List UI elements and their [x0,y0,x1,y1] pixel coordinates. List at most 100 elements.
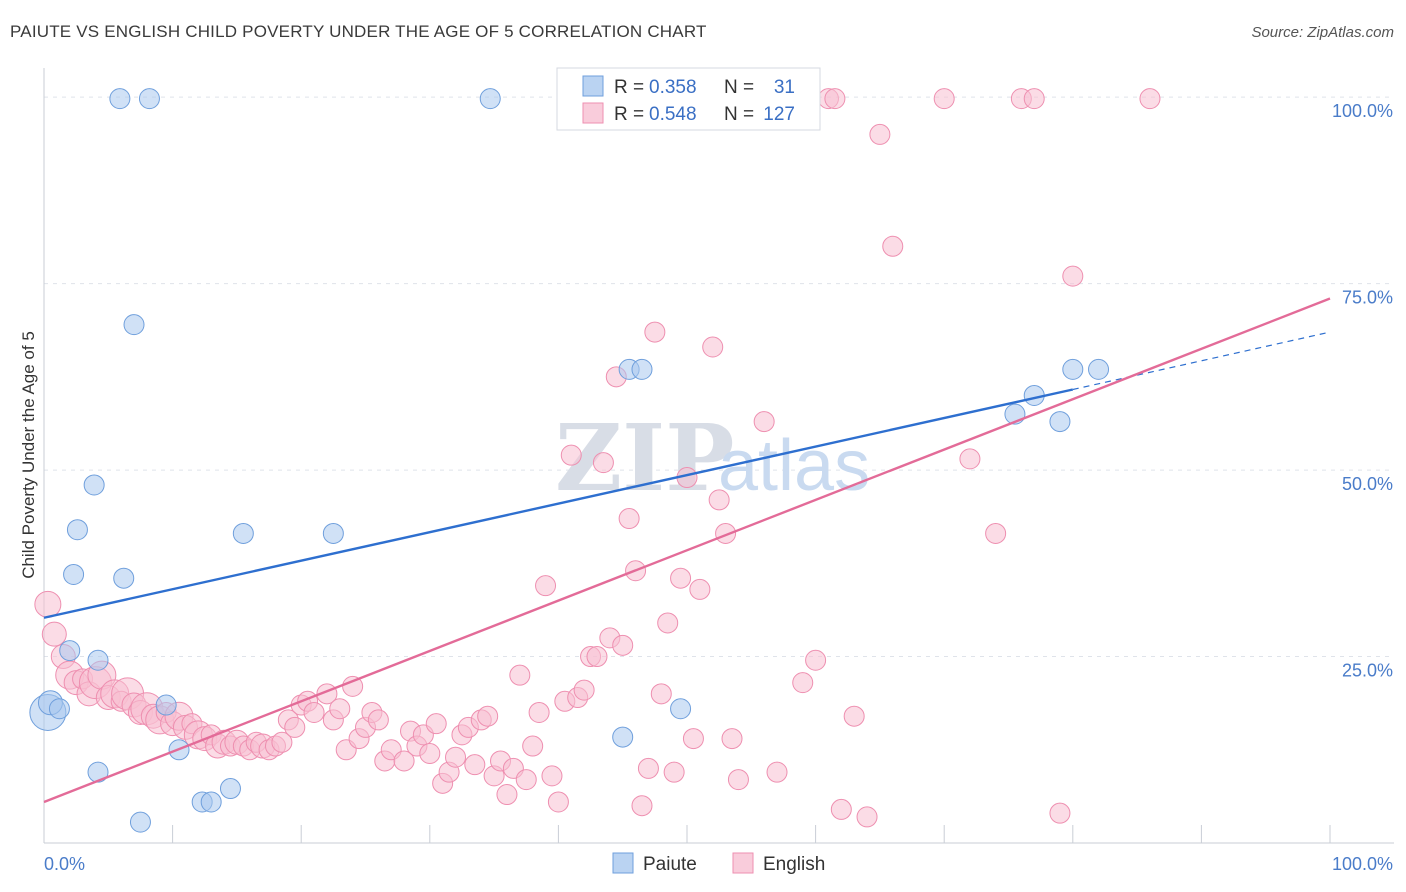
paiute-point [129,811,151,833]
paiute-legend-swatch [582,75,604,97]
paiute-point [87,761,109,783]
english-point [367,709,389,731]
english-point [528,701,550,723]
x-tick-labels: 0.0% 100.0% [44,854,1393,874]
english-point [715,522,737,544]
paiute-point [59,640,81,662]
english-point [985,522,1007,544]
english-point [637,757,659,779]
english-point [1023,88,1045,110]
english-point [753,411,775,433]
english-point [843,705,865,727]
english-point [586,646,608,668]
english-trend-line [43,297,1331,804]
english-point [515,769,537,791]
english-point [933,88,955,110]
english-point [670,567,692,589]
english-point [477,705,499,727]
english-point [721,728,743,750]
legend-n-label: N = [724,77,754,98]
paiute-point [1049,411,1071,433]
paiute-point [1088,358,1110,380]
english-point [657,612,679,634]
english-point [805,649,827,671]
paiute-r-value: 0.358 [649,77,697,98]
english-point [618,508,640,530]
english-point [41,621,67,647]
y-tick-label: 75.0% [1342,288,1393,308]
english-point [496,784,518,806]
paiute-point [631,358,653,380]
legend-r-label: R = [614,104,644,125]
paiute-point [670,698,692,720]
english-r-value: 0.548 [649,104,697,125]
english-point [284,716,306,738]
grid-lines [44,96,1394,658]
y-axis-label-group: Child Poverty Under the Age of 5 [19,331,38,579]
english-point [650,683,672,705]
paiute-point [63,563,85,585]
paiute-point [66,519,88,541]
english-point [592,452,614,474]
english-point [689,578,711,600]
english-point [824,88,846,110]
english-point [445,746,467,768]
english-point [792,672,814,694]
english-point [393,750,415,772]
y-axis-label: Child Poverty Under the Age of 5 [19,331,38,579]
english-point [766,761,788,783]
paiute-point [109,88,131,110]
paiute-trend-extension [1072,331,1331,391]
x-tick-label-min: 0.0% [44,854,85,874]
paiute-point [48,698,70,720]
english-point [708,489,730,511]
english-point [644,321,666,343]
english-point [34,590,62,618]
english-point [882,235,904,257]
paiute-point [322,522,344,544]
english-point [612,634,634,656]
paiute-bottom-swatch [612,852,634,874]
y-tick-label: 100.0% [1332,101,1393,121]
english-point [573,679,595,701]
english-point [419,742,441,764]
english-point [1139,88,1161,110]
legend-r-label: R = [614,77,644,98]
english-point [1049,802,1071,824]
english-point [830,798,852,820]
paiute-point [155,694,177,716]
english-n-value: 127 [763,104,795,125]
english-point [856,806,878,828]
paiute-point [113,567,135,589]
english-points [34,88,1161,828]
watermark-zip-text: ZIP [555,404,734,512]
english-point [541,765,563,787]
y-tick-label: 50.0% [1342,474,1393,494]
legend: R = 0.358 N = 31 R = 0.548 N = 127 [556,67,821,131]
english-point [329,698,351,720]
y-tick-labels: 25.0% 50.0% 75.0% 100.0% [1332,101,1393,680]
paiute-bottom-label: Paiute [643,854,697,875]
english-point [631,795,653,817]
english-point [425,713,447,735]
paiute-point [612,726,634,748]
english-legend-swatch [582,102,604,124]
paiute-point [83,474,105,496]
y-tick-label: 25.0% [1342,661,1393,681]
paiute-point [479,88,501,110]
english-point [535,575,557,597]
english-point [464,754,486,776]
paiute-point [138,88,160,110]
english-point [727,769,749,791]
english-point [509,664,531,686]
english-point [663,761,685,783]
x-tick-label-max: 100.0% [1332,854,1393,874]
trend-lines [43,297,1331,804]
english-point [959,448,981,470]
english-point [560,444,582,466]
english-point [342,675,364,697]
chart-title: PAIUTE VS ENGLISH CHILD POVERTY UNDER TH… [10,22,707,41]
english-point [682,728,704,750]
legend-n-label: N = [724,104,754,125]
chart-source: Source: ZipAtlas.com [1251,24,1394,41]
